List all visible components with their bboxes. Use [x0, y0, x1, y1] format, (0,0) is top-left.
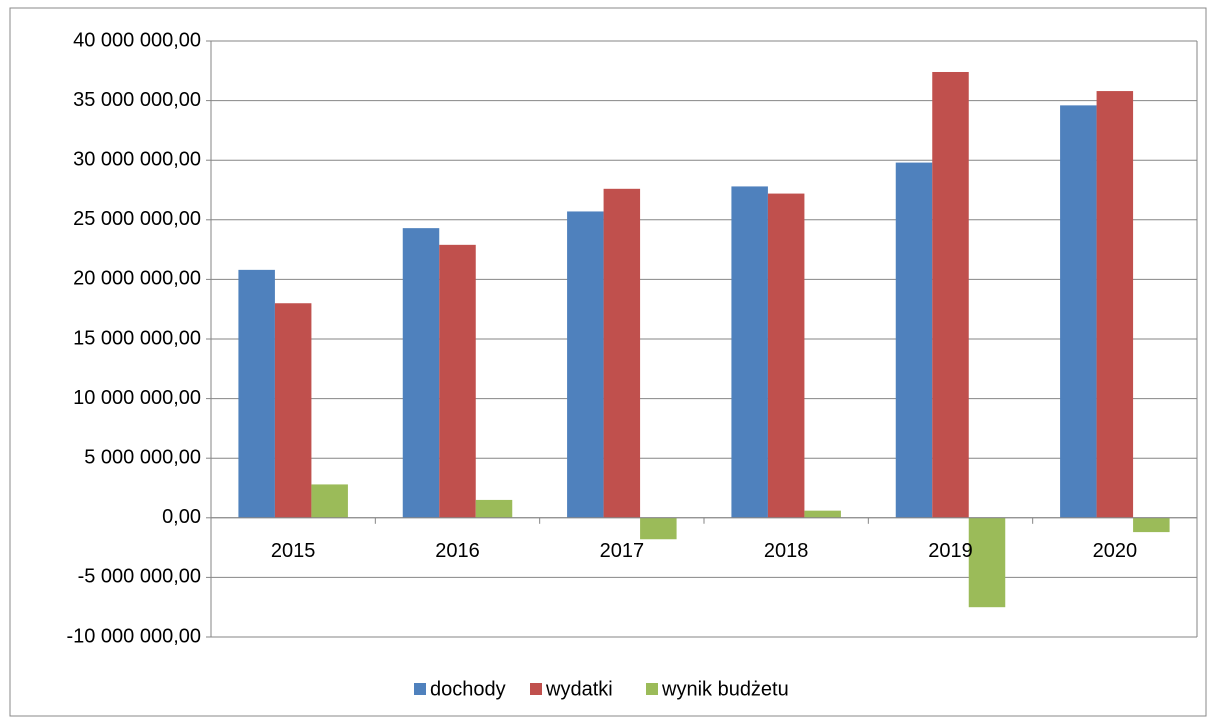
y-tick-label: 15 000 000,00: [73, 327, 201, 349]
legend-swatch: [646, 683, 658, 695]
y-tick-label: 5 000 000,00: [84, 446, 201, 468]
bar: [968, 517, 1006, 608]
bar: [603, 188, 641, 518]
y-tick-label: -5 000 000,00: [78, 566, 201, 588]
bar: [1133, 517, 1170, 533]
legend-label: wynik budżetu: [661, 678, 789, 700]
y-tick-label: 35 000 000,00: [73, 89, 201, 111]
x-tick-label: 2018: [764, 540, 809, 562]
y-tick-label: -10 000 000,00: [66, 625, 201, 647]
legend-swatch: [414, 683, 426, 695]
bar: [274, 303, 312, 518]
bar: [439, 244, 476, 518]
y-tick-label: 30 000 000,00: [73, 148, 201, 170]
y-tick-label: 25 000 000,00: [73, 208, 201, 230]
x-tick-label: 2020: [1093, 540, 1138, 562]
bar: [402, 228, 440, 518]
y-tick-label: 40 000 000,00: [73, 29, 201, 51]
legend-label: wydatki: [545, 678, 613, 700]
bar: [895, 162, 933, 518]
bar: [475, 499, 513, 518]
bar: [567, 211, 604, 518]
x-tick-label: 2017: [600, 540, 645, 562]
x-tick-label: 2015: [271, 540, 316, 562]
x-tick-label: 2016: [435, 540, 480, 562]
legend-swatch: [530, 683, 542, 695]
bar: [640, 517, 677, 540]
y-tick-label: 20 000 000,00: [73, 268, 201, 290]
bar: [1096, 91, 1134, 518]
y-tick-label: 0,00: [162, 506, 201, 528]
bar: [238, 269, 275, 518]
bar: [804, 510, 841, 518]
bar: [767, 193, 805, 518]
legend-label: dochody: [430, 678, 506, 700]
y-tick-label: 10 000 000,00: [73, 387, 201, 409]
bar: [311, 484, 348, 518]
x-tick-label: 2019: [928, 540, 973, 562]
bar: [731, 186, 768, 518]
bar: [932, 71, 969, 518]
bar: [1060, 105, 1097, 518]
